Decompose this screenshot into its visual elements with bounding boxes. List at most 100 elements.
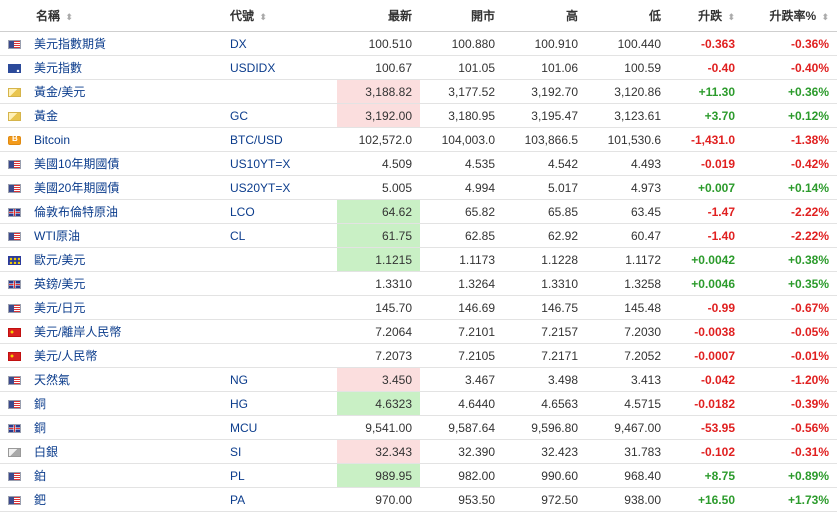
instrument-link[interactable]: 黃金 — [34, 109, 59, 123]
instrument-link[interactable]: 英鎊/美元 — [34, 277, 86, 291]
sort-icon: ⬍ — [727, 12, 735, 22]
header-open[interactable]: 開市 — [420, 0, 503, 32]
flag-us-icon — [8, 160, 21, 169]
instrument-name-cell: 黃金/美元 — [0, 79, 222, 104]
header-code[interactable]: 代號 ⬍ — [222, 0, 337, 32]
symbol-cell: US20YT=X — [222, 175, 337, 200]
instrument-link[interactable]: WTI原油 — [34, 229, 80, 243]
header-low[interactable]: 低 — [586, 0, 669, 32]
table-row[interactable]: 英鎊/美元 1.3310 1.3264 1.3310 1.3258 +0.0046 +0.3… — [0, 271, 837, 296]
table-row[interactable]: 美國20年期國債 US20YT=X 5.005 4.994 5.017 4.973 +0.0… — [0, 175, 837, 200]
symbol-link[interactable]: PL — [230, 468, 245, 483]
instrument-link[interactable]: 歐元/美元 — [34, 253, 86, 267]
change-percent: +0.36% — [743, 79, 837, 104]
instrument-link[interactable]: 銅 — [34, 421, 47, 435]
change-percent: +0.35% — [743, 271, 837, 296]
open-price: 3,180.95 — [420, 103, 503, 128]
symbol-link[interactable]: HG — [230, 396, 248, 411]
change-percent: -0.39% — [743, 391, 837, 416]
instrument-link[interactable]: 美元/離岸人民幣 — [34, 325, 122, 339]
table-row[interactable]: 黃金/美元 3,188.82 3,177.52 3,192.70 3,120.86 +11… — [0, 79, 837, 104]
high-price: 65.85 — [503, 199, 586, 224]
header-last[interactable]: 最新 — [337, 0, 420, 32]
sort-icon: ⬍ — [259, 12, 267, 22]
instrument-name-cell: 銅 — [0, 391, 222, 416]
symbol-cell — [222, 319, 337, 344]
last-price: 64.62 — [337, 199, 420, 224]
table-row[interactable]: 美國10年期國債 US10YT=X 4.509 4.535 4.542 4.493 -0.0… — [0, 151, 837, 176]
change-value: -0.0182 — [669, 391, 743, 416]
table-row[interactable]: 美元指數 USDIDX 100.67 101.05 101.06 100.59 -0.40-… — [0, 55, 837, 80]
symbol-link[interactable]: GC — [230, 108, 248, 123]
table-row[interactable]: 黃金 GC 3,192.00 3,180.95 3,195.47 3,123.61 +3.7… — [0, 103, 837, 128]
change-percent: +0.14% — [743, 175, 837, 200]
table-row[interactable]: 歐元/美元 1.1215 1.1173 1.1228 1.1172 +0.0042 +0.3… — [0, 247, 837, 272]
table-row[interactable]: 美元/人民幣 7.2073 7.2105 7.2171 7.2052 -0.0007 -0.… — [0, 343, 837, 368]
symbol-cell: PA — [222, 487, 337, 512]
header-change-pct[interactable]: 升跌率% ⬍ — [743, 0, 837, 32]
symbol-cell: DX — [222, 31, 337, 56]
high-price: 4.6563 — [503, 391, 586, 416]
symbol-link[interactable]: USDIDX — [230, 60, 276, 75]
symbol-link[interactable]: LCO — [230, 204, 255, 219]
table-row[interactable]: WTI原油 CL 61.75 62.85 62.92 60.47 -1.40 -2.22% — [0, 223, 837, 248]
table-row[interactable]: 銅 HG 4.6323 4.6440 4.6563 4.5715 -0.0182 -0.39% — [0, 391, 837, 416]
symbol-link[interactable]: DX — [230, 36, 247, 51]
symbol-link[interactable]: US10YT=X — [230, 156, 291, 171]
instrument-link[interactable]: Bitcoin — [34, 132, 71, 147]
flag-btc-icon — [8, 134, 21, 145]
instrument-link[interactable]: 天然氣 — [34, 373, 71, 387]
instrument-link[interactable]: 美國10年期國債 — [34, 157, 120, 171]
table-row[interactable]: 美元指數期貨 DX 100.510 100.880 100.910 100.440 -0.3… — [0, 31, 837, 56]
symbol-link[interactable]: PA — [230, 492, 246, 507]
header-high[interactable]: 高 — [503, 0, 586, 32]
symbol-link[interactable]: NG — [230, 372, 248, 387]
low-price: 4.493 — [586, 151, 669, 176]
high-price: 3,195.47 — [503, 103, 586, 128]
change-percent: +0.38% — [743, 247, 837, 272]
symbol-link[interactable]: BTC/USD — [230, 132, 283, 147]
instrument-link[interactable]: 黃金/美元 — [34, 85, 86, 99]
table-row[interactable]: 白銀 SI 32.343 32.390 32.423 31.783 -0.102 -0.31% — [0, 439, 837, 464]
table-row[interactable]: 銅 MCU 9,541.00 9,587.64 9,596.80 9,467.00 -53.… — [0, 415, 837, 440]
last-price: 970.00 — [337, 487, 420, 512]
high-price: 146.75 — [503, 295, 586, 320]
high-price: 3.498 — [503, 367, 586, 392]
instrument-link[interactable]: 美元指數期貨 — [34, 37, 107, 51]
table-row[interactable]: 天然氣 NG 3.450 3.467 3.498 3.413 -0.042 -1.20% — [0, 367, 837, 392]
low-price: 60.47 — [586, 223, 669, 248]
low-price: 4.973 — [586, 175, 669, 200]
low-price: 7.2030 — [586, 319, 669, 344]
table-row[interactable]: 鈀 PA 970.00 953.50 972.50 938.00 +16.50 +1.73% — [0, 487, 837, 512]
symbol-cell: MCU — [222, 415, 337, 440]
instrument-link[interactable]: 美元指數 — [34, 61, 83, 75]
instrument-link[interactable]: 白銀 — [34, 445, 59, 459]
table-row[interactable]: Bitcoin BTC/USD 102,572.0104,003.0103,866.… — [0, 127, 837, 152]
instrument-name-cell: 鈀 — [0, 487, 222, 512]
instrument-link[interactable]: 美元/人民幣 — [34, 349, 98, 363]
symbol-link[interactable]: US20YT=X — [230, 180, 291, 195]
header-name[interactable]: 名稱 ⬍ — [0, 0, 222, 32]
change-percent: +0.89% — [743, 463, 837, 488]
instrument-link[interactable]: 鈀 — [34, 493, 47, 507]
change-value: +8.75 — [669, 463, 743, 488]
low-price: 63.45 — [586, 199, 669, 224]
table-row[interactable]: 倫敦布倫特原油 LCO 64.62 65.82 65.85 63.45 -1.47 -2.22… — [0, 199, 837, 224]
instrument-name-cell: 美元指數 — [0, 55, 222, 80]
instrument-link[interactable]: 美國20年期國債 — [34, 181, 120, 195]
instrument-link[interactable]: 銅 — [34, 397, 47, 411]
instrument-link[interactable]: 倫敦布倫特原油 — [34, 205, 119, 219]
flag-gold-icon — [8, 112, 21, 121]
table-row[interactable]: 鉑 PL 989.95 982.00 990.60 968.40 +8.75 +0.89% — [0, 463, 837, 488]
symbol-link[interactable]: CL — [230, 228, 246, 243]
instrument-link[interactable]: 美元/日元 — [34, 301, 86, 315]
table-header: 名稱 ⬍ 代號 ⬍ 最新 開市 高 低 升跌 ⬍ 升跌率% ⬍ — [0, 0, 837, 32]
table-row[interactable]: 美元/離岸人民幣 7.2064 7.2101 7.2157 7.2030 -0.0038-… — [0, 319, 837, 344]
symbol-link[interactable]: SI — [230, 444, 242, 459]
instrument-link[interactable]: 鉑 — [34, 469, 47, 483]
symbol-cell: USDIDX — [222, 55, 337, 80]
symbol-link[interactable]: MCU — [230, 420, 258, 435]
header-change[interactable]: 升跌 ⬍ — [669, 0, 743, 32]
table-row[interactable]: 美元/日元 145.70 146.69 146.75 145.48 -0.99 -0.67% — [0, 295, 837, 320]
